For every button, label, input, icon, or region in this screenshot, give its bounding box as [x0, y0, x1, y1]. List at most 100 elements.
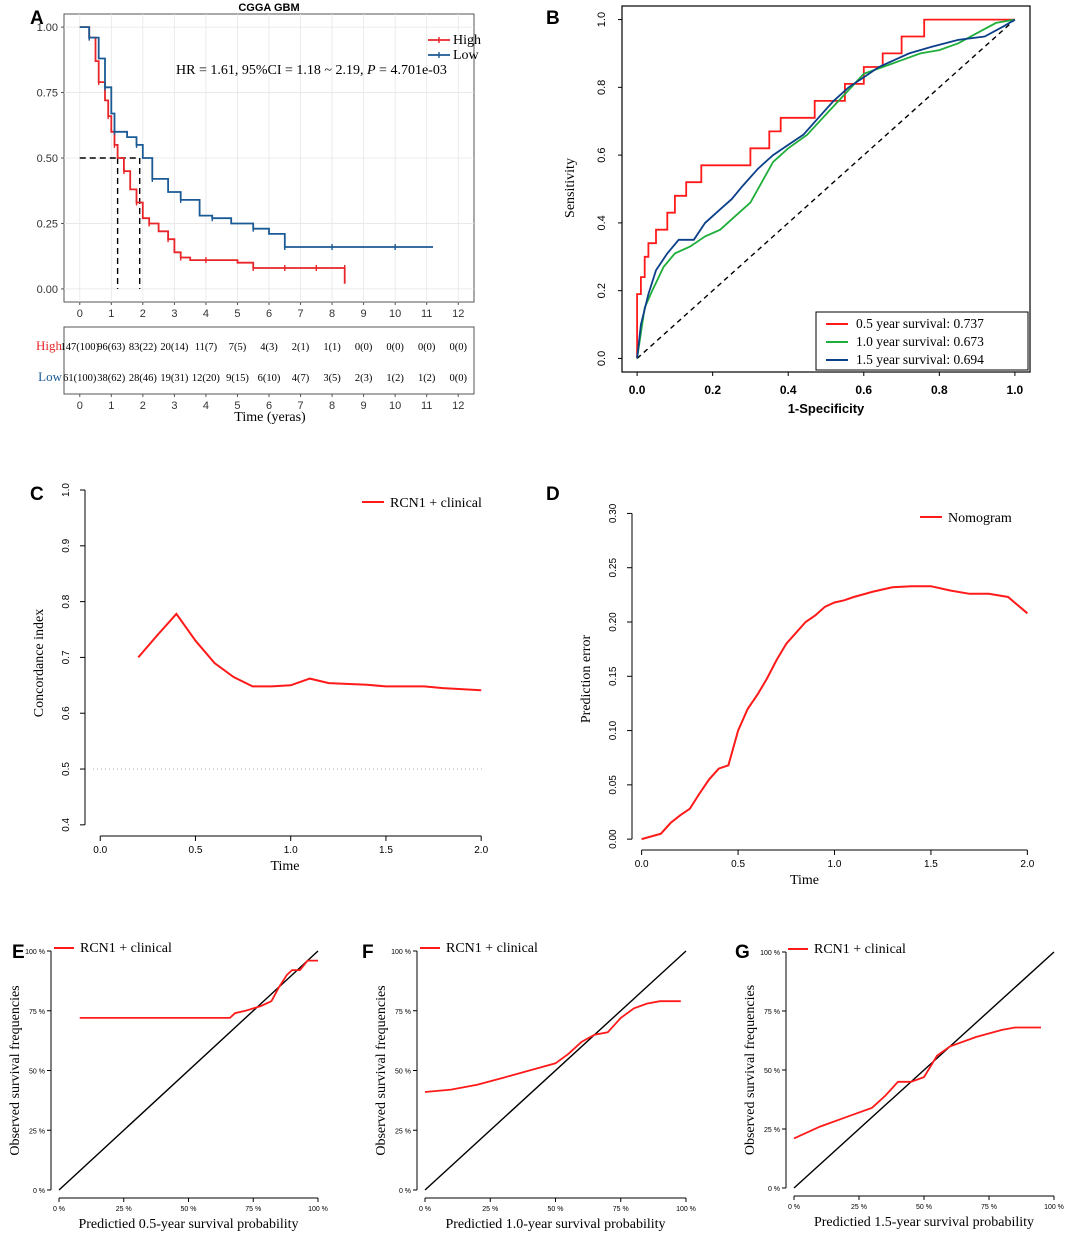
- x-tick-label: 1.0: [828, 859, 842, 870]
- risk-x-tick-label: 11: [421, 400, 432, 412]
- y-tick-label: 0.00: [608, 829, 619, 849]
- risk-x-tick-label: 7: [297, 400, 303, 412]
- risk-table-cell: 11(7): [195, 342, 218, 353]
- risk-table-cell: 96(63): [97, 342, 125, 353]
- y-axis-label: Concordance index: [32, 609, 47, 717]
- panel-letter-d: D: [546, 484, 560, 505]
- y-tick-label: 100 %: [391, 949, 411, 956]
- x-axis-label: Predictied 1.0-year survival probability: [445, 1217, 665, 1232]
- y-tick-label: 0.20: [608, 612, 619, 632]
- chart-title: CGGA GBM: [238, 2, 299, 14]
- y-tick-label: 0.6: [596, 147, 608, 162]
- x-tick-label: 0: [77, 308, 83, 320]
- x-tick-label: 7: [297, 308, 303, 320]
- x-axis-label: Predictied 1.5-year survival probability: [814, 1215, 1034, 1230]
- y-tick-label: 0.0: [596, 351, 608, 366]
- risk-table-cell: 19(31): [160, 373, 188, 384]
- risk-table-cell: 20(14): [160, 342, 188, 353]
- x-tick-label: 50 %: [548, 1206, 564, 1213]
- risk-x-tick-label: 6: [266, 400, 272, 412]
- x-axis-label: Time: [790, 873, 819, 888]
- risk-table-cell: 83(22): [129, 342, 157, 353]
- risk-x-tick-label: 10: [389, 400, 401, 412]
- x-tick-label: 0 %: [788, 1204, 800, 1211]
- risk-table-cell: 0(0): [418, 342, 436, 353]
- risk-table-cell: 2(1): [292, 342, 310, 353]
- legend-label: RCN1 + clinical: [80, 941, 172, 956]
- x-tick-label: 0.2: [704, 383, 721, 397]
- x-tick-label: 1.0: [1007, 383, 1024, 397]
- risk-table-cell: 4(3): [260, 342, 278, 353]
- legend-label-red: 0.5 year survival: 0.737: [856, 316, 984, 331]
- x-tick-label: 0.0: [635, 859, 649, 870]
- panel-d-prediction-error-plot: 0.00 0.05 0.10 0.15 0.20 0.25 0.30 0.0 0.5 1.0 1.5…: [579, 503, 1035, 888]
- y-tick-label: 0 %: [399, 1188, 411, 1195]
- x-tick-label: 2: [140, 308, 146, 320]
- x-tick-label: 9: [361, 308, 367, 320]
- legend-label-green: 1.0 year survival: 0.673: [856, 334, 984, 349]
- panel-letter-f: F: [362, 942, 374, 963]
- roc-curve-green: [636, 18, 1016, 359]
- panel-letter-c: C: [30, 484, 44, 505]
- x-tick-label: 0.6: [855, 383, 872, 397]
- panel-letter-e: E: [12, 942, 25, 963]
- x-axis-label: Time: [270, 859, 299, 874]
- x-tick-label: 0.5: [731, 859, 745, 870]
- series-line: [137, 612, 482, 692]
- y-tick-label: 0.50: [37, 153, 58, 165]
- x-tick-label: 100 %: [676, 1206, 696, 1213]
- y-tick-label: 100 %: [25, 949, 45, 956]
- risk-table-cell: 2(3): [355, 373, 373, 384]
- risk-table-frame: [63, 326, 475, 395]
- y-tick-label: 50 %: [395, 1069, 411, 1076]
- risk-x-tick-label: 0: [77, 400, 83, 412]
- panel-e-calibration-plot: 0 % 25 % 50 % 75 % 100 % 0 % 25 % 50 % 75 % 100 %…: [8, 941, 328, 1232]
- x-tick-label: 8: [329, 308, 335, 320]
- x-tick-label: 3: [171, 308, 177, 320]
- x-tick-label: 75 %: [981, 1204, 997, 1211]
- x-tick-label: 2.0: [1020, 859, 1034, 870]
- panel-letter-a: A: [30, 8, 44, 29]
- panel-f-calibration-plot: 0 % 25 % 50 % 75 % 100 % 0 % 25 % 50 % 75 % 100 %…: [374, 941, 696, 1232]
- y-axis-label: Observed survival frequencies: [374, 985, 389, 1155]
- p-letter: P: [366, 63, 376, 78]
- x-tick-label: 0.5: [189, 845, 203, 856]
- risk-x-tick-label: 5: [234, 400, 240, 412]
- x-tick-label: 2.0: [474, 845, 488, 856]
- roc-curve-blue: [636, 18, 1016, 359]
- panel-letter-g: G: [735, 942, 750, 963]
- y-tick-label: 0.10: [608, 720, 619, 740]
- risk-table-cell: 0(0): [449, 373, 467, 384]
- legend-label: Nomogram: [948, 511, 1012, 526]
- y-axis-label: Observed survival frequencies: [8, 985, 23, 1155]
- risk-x-tick-label: 8: [329, 400, 335, 412]
- x-tick-label: 100 %: [308, 1206, 328, 1213]
- x-tick-label: 1: [108, 308, 114, 320]
- y-tick-label: 0.25: [608, 558, 619, 578]
- y-tick-label: 0.5: [61, 762, 72, 776]
- calibration-curve: [424, 1000, 681, 1093]
- y-tick-label: 0.7: [61, 650, 72, 664]
- y-tick-label: 0 %: [33, 1188, 45, 1195]
- legend-label-high: High: [453, 33, 481, 48]
- risk-table-cell: 0(0): [449, 342, 467, 353]
- x-tick-label: 25 %: [116, 1206, 132, 1213]
- ideal-diagonal: [58, 950, 319, 1191]
- x-tick-label: 1.5: [379, 845, 393, 856]
- legend-label: RCN1 + clinical: [814, 942, 906, 957]
- risk-table-cell: 4(7): [292, 373, 310, 384]
- risk-table-cell: 28(46): [129, 373, 157, 384]
- x-tick-label: 0.8: [931, 383, 948, 397]
- legend-label: RCN1 + clinical: [390, 496, 482, 511]
- risk-table-cell: 0(0): [355, 342, 373, 353]
- panel-b-roc-plot: 0.0 0.2 0.4 0.6 0.8 1.0 0.0 0.2 0.4 0.6 0.8 1.0 1-Sp…: [563, 5, 1031, 416]
- risk-x-tick-label: 9: [361, 400, 367, 412]
- x-tick-label: 50 %: [916, 1204, 932, 1211]
- calibration-curve: [79, 959, 318, 1019]
- y-axis-label: Sensitivity: [563, 158, 578, 218]
- risk-x-tick-label: 2: [140, 400, 146, 412]
- risk-table-cell: 12(20): [192, 373, 220, 384]
- y-tick-label: 25 %: [764, 1127, 780, 1134]
- hr-text: HR = 1.61, 95%CI = 1.18 ~ 2.19,: [176, 63, 367, 78]
